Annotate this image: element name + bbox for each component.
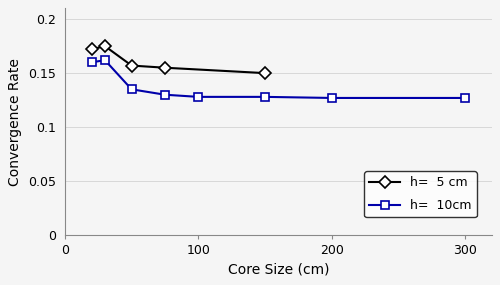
h=  10cm <box>88 61 94 64</box>
h=  10cm <box>102 58 108 62</box>
h=  5 cm <box>128 64 134 67</box>
h=  10cm <box>162 93 168 96</box>
Y-axis label: Convergence Rate: Convergence Rate <box>8 58 22 186</box>
X-axis label: Core Size (cm): Core Size (cm) <box>228 263 329 277</box>
h=  10cm <box>262 95 268 99</box>
h=  5 cm <box>102 44 108 48</box>
h=  5 cm <box>162 66 168 70</box>
h=  10cm <box>462 96 468 100</box>
h=  5 cm <box>262 72 268 75</box>
h=  10cm <box>128 87 134 91</box>
h=  10cm <box>196 95 202 99</box>
Legend: h=  5 cm, h=  10cm: h= 5 cm, h= 10cm <box>364 172 477 217</box>
Line: h=  10cm: h= 10cm <box>88 56 469 102</box>
h=  10cm <box>328 96 334 100</box>
h=  5 cm <box>88 48 94 51</box>
Line: h=  5 cm: h= 5 cm <box>88 42 269 77</box>
